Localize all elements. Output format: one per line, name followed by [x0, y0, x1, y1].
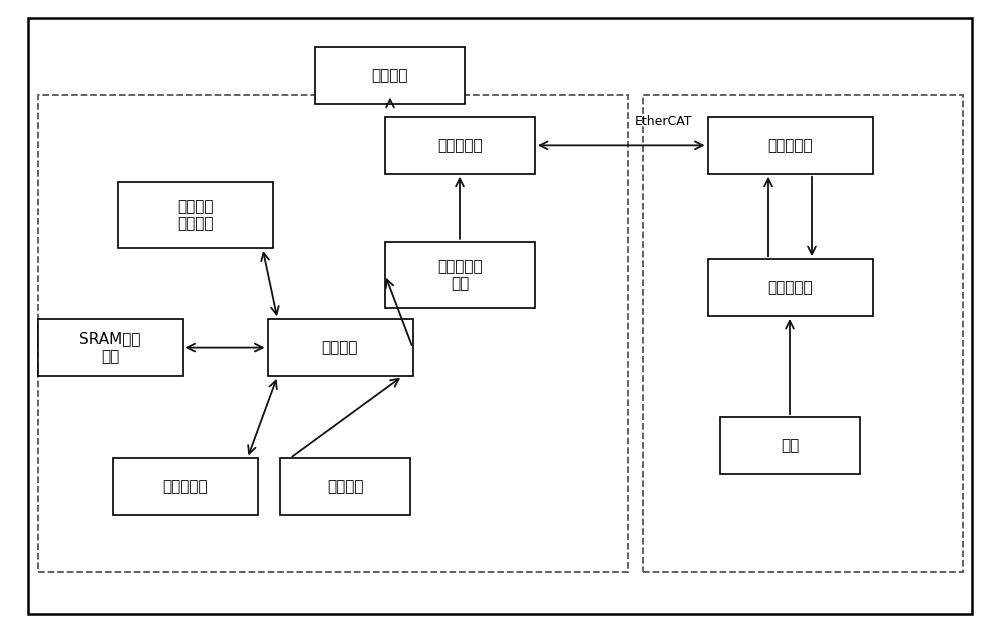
- Text: 以太网接口: 以太网接口: [437, 138, 483, 153]
- Bar: [708, 117, 872, 174]
- Bar: [268, 319, 413, 376]
- Text: 供电单元: 供电单元: [372, 68, 408, 83]
- Bar: [708, 259, 872, 316]
- Bar: [112, 458, 258, 515]
- Text: 指示灯单元: 指示灯单元: [162, 479, 208, 494]
- Text: 通信协议
转换单元: 通信协议 转换单元: [177, 198, 213, 231]
- Text: 电机: 电机: [781, 438, 799, 453]
- Bar: [720, 417, 860, 474]
- Text: 按键单元: 按键单元: [327, 479, 363, 494]
- Text: EtherCAT: EtherCAT: [635, 114, 692, 128]
- Bar: [38, 319, 182, 376]
- Text: 伺服驱动器: 伺服驱动器: [767, 280, 813, 295]
- Text: SRAM存储
单元: SRAM存储 单元: [79, 331, 141, 364]
- Bar: [38, 95, 628, 572]
- Bar: [385, 117, 535, 174]
- Bar: [118, 182, 273, 248]
- Bar: [315, 47, 465, 104]
- Text: 以太网接口: 以太网接口: [767, 138, 813, 153]
- Bar: [643, 95, 963, 572]
- Text: 以太网控制
单元: 以太网控制 单元: [437, 258, 483, 291]
- Bar: [280, 458, 410, 515]
- Bar: [385, 242, 535, 308]
- Text: 主控单元: 主控单元: [322, 340, 358, 355]
